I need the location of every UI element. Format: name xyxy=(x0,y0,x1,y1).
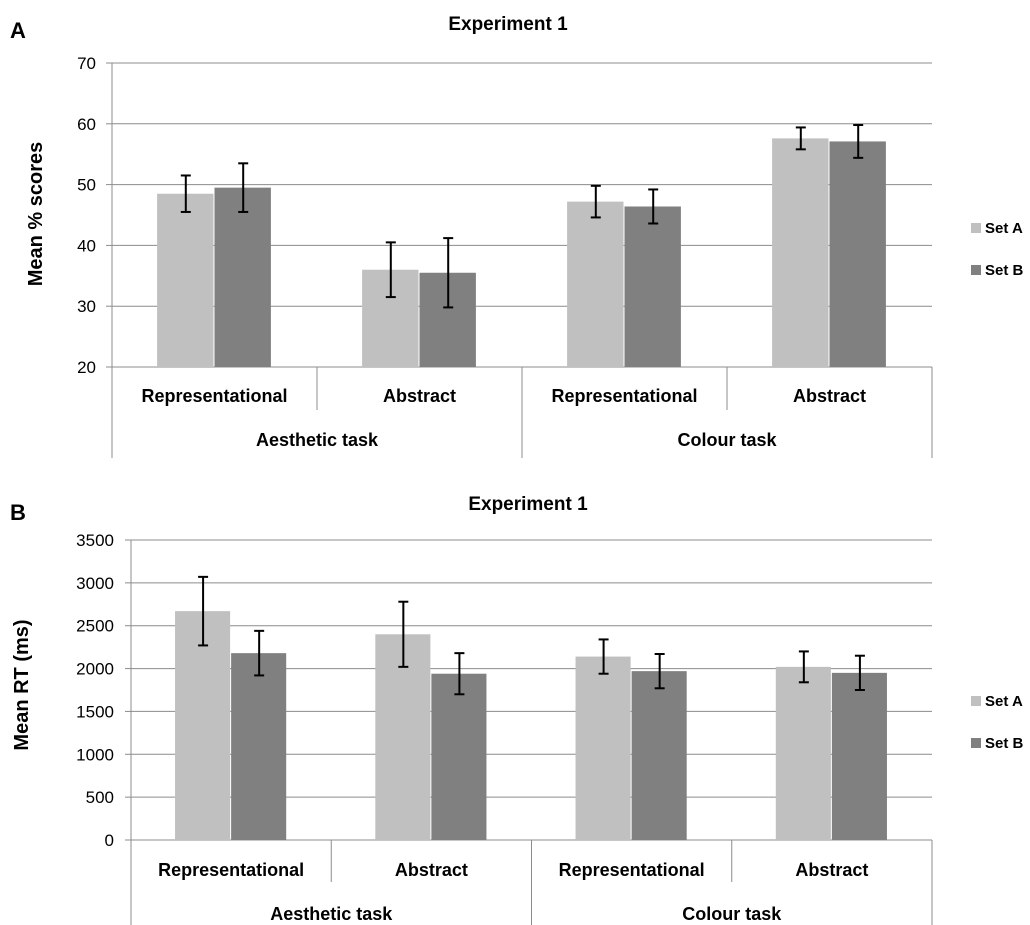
chart-a-bar xyxy=(624,206,681,367)
chart-b-y-tick-label: 0 xyxy=(105,831,114,850)
chart-a-legend-label: Set B xyxy=(985,262,1024,279)
chart-a-bar xyxy=(214,187,271,367)
chart-b-category-label: Abstract xyxy=(795,860,868,880)
chart-b-category-label: Abstract xyxy=(395,860,468,880)
panel-letter-b: B xyxy=(10,500,26,525)
chart-a-y-tick-label: 70 xyxy=(77,54,96,73)
chart-a-bar xyxy=(772,138,829,367)
chart-b-bar xyxy=(575,656,631,840)
chart-a-y-axis-label: Mean % scores xyxy=(25,142,47,287)
chart-b-plot: 0 500 1000 1500 2000 2500 3000 3500 Representati… xyxy=(76,531,1024,925)
chart-a-y-tick-label: 30 xyxy=(77,297,96,316)
chart-a-bar xyxy=(157,193,214,367)
chart-a-category-label: Representational xyxy=(141,386,287,406)
chart-a-category-label: Abstract xyxy=(793,386,866,406)
chart-a-group-label: Aesthetic task xyxy=(256,430,379,450)
chart-a-category-label: Representational xyxy=(551,386,697,406)
chart-b-group-label: Aesthetic task xyxy=(270,904,393,924)
chart-b-y-tick-label: 2000 xyxy=(76,660,114,679)
chart-a-bar xyxy=(567,201,624,367)
chart-b-bar xyxy=(231,653,287,840)
chart-b-y-tick-label: 1500 xyxy=(76,702,114,721)
chart-b-bar xyxy=(431,673,487,840)
chart-a-legend-swatch xyxy=(971,223,981,233)
chart-b-legend-swatch xyxy=(971,738,981,748)
chart-a-y-tick-label: 40 xyxy=(77,236,96,255)
chart-b-y-tick-label: 2500 xyxy=(76,617,114,636)
chart-b-title: Experiment 1 xyxy=(468,494,588,515)
chart-a-legend-swatch xyxy=(971,265,981,275)
chart-a-plot: 20 30 40 50 60 70 Representational Abstract Repr… xyxy=(77,54,1024,458)
chart-a-y-tick-label: 50 xyxy=(77,176,96,195)
chart-b-category-label: Representational xyxy=(559,860,705,880)
chart-b-category-label: Representational xyxy=(158,860,304,880)
chart-a-y-tick-label: 60 xyxy=(77,115,96,134)
chart-b-y-tick-label: 3500 xyxy=(76,531,114,550)
chart-b-y-tick-label: 1000 xyxy=(76,745,114,764)
chart-b-bar xyxy=(775,666,831,840)
chart-a-legend-label: Set A xyxy=(985,220,1023,237)
chart-b-bar xyxy=(831,672,887,840)
chart-b-y-tick-label: 3000 xyxy=(76,574,114,593)
chart-a-y-tick-label: 20 xyxy=(77,358,96,377)
chart-a-bar xyxy=(829,141,886,367)
chart-b-y-tick-label: 500 xyxy=(86,788,114,807)
chart-b-bar xyxy=(631,671,687,840)
chart-b-legend-label: Set A xyxy=(985,693,1023,710)
chart-b-bar xyxy=(175,611,231,840)
chart-a-category-label: Abstract xyxy=(383,386,456,406)
panel-letter-a: A xyxy=(10,18,26,43)
chart-b-legend-label: Set B xyxy=(985,735,1024,752)
chart-b-legend-swatch xyxy=(971,696,981,706)
chart-b-bar xyxy=(375,634,431,840)
chart-a-group-label: Colour task xyxy=(677,430,777,450)
chart-b-y-axis-label: Mean RT (ms) xyxy=(11,619,33,750)
chart-b-group-label: Colour task xyxy=(682,904,782,924)
chart-a-title: Experiment 1 xyxy=(448,14,568,35)
